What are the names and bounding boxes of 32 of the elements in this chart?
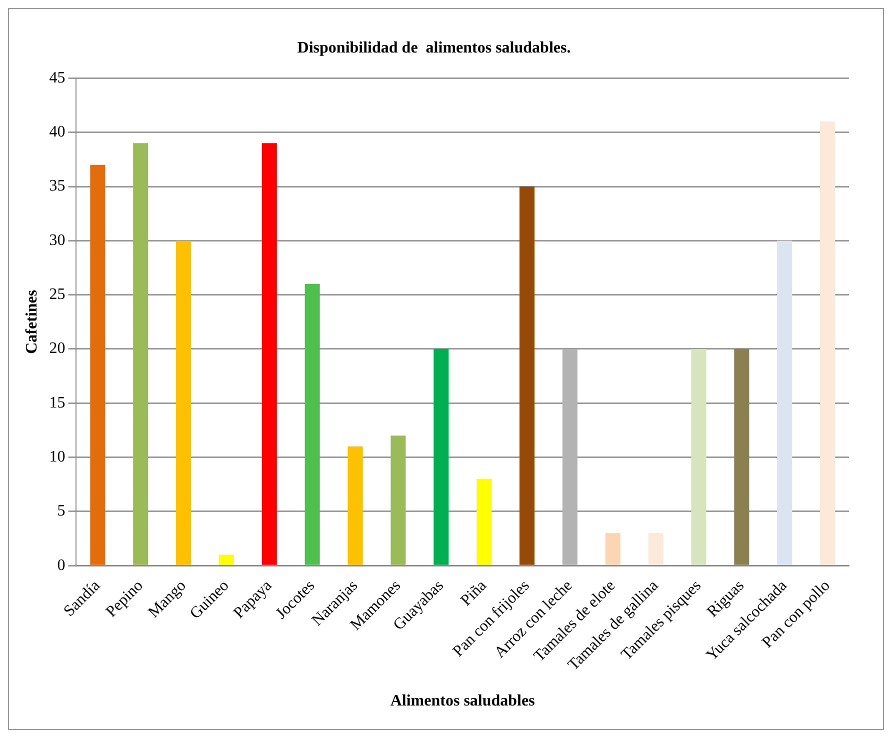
bar bbox=[133, 143, 148, 565]
bar bbox=[734, 348, 750, 565]
y-tick-label: 25 bbox=[49, 286, 66, 304]
bar bbox=[820, 122, 836, 565]
bar bbox=[519, 186, 535, 565]
y-axis-title: Cafetines bbox=[24, 290, 41, 354]
x-axis-title: Alimentos saludables bbox=[390, 692, 535, 710]
bar bbox=[562, 348, 578, 565]
y-tick-label: 20 bbox=[49, 340, 66, 358]
y-tick-label: 15 bbox=[49, 394, 66, 412]
bar bbox=[304, 284, 320, 565]
bar bbox=[390, 436, 406, 565]
bar bbox=[691, 348, 706, 565]
bar bbox=[648, 533, 664, 565]
y-tick-label: 45 bbox=[49, 69, 66, 86]
y-tick-label: 10 bbox=[49, 448, 66, 466]
bar bbox=[348, 446, 363, 565]
bar bbox=[218, 554, 234, 565]
x-tick-label: Piña bbox=[458, 577, 490, 610]
chart-title: Disponibilidad de alimentos saludables. bbox=[297, 40, 571, 57]
bar bbox=[262, 143, 277, 565]
bar bbox=[176, 240, 192, 565]
bar bbox=[476, 478, 492, 565]
y-tick-label: 0 bbox=[57, 556, 66, 574]
y-tick-label: 40 bbox=[49, 124, 66, 141]
bar bbox=[90, 164, 106, 565]
bar bbox=[777, 240, 792, 565]
y-tick-label: 35 bbox=[49, 178, 66, 195]
bar bbox=[605, 533, 620, 565]
y-tick-label: 5 bbox=[57, 502, 66, 520]
y-tick-label: 30 bbox=[49, 232, 66, 249]
bar bbox=[434, 348, 449, 565]
